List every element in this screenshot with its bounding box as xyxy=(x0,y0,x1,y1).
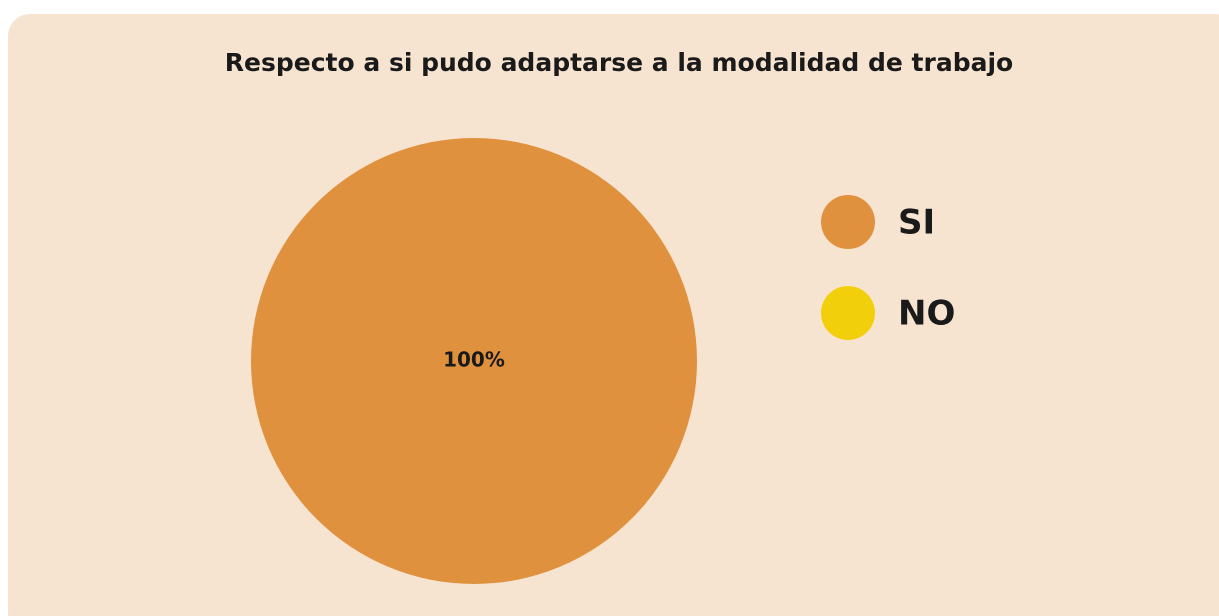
legend-swatch xyxy=(821,195,875,249)
chart-title: Respecto a si pudo adaptarse a la modali… xyxy=(225,48,1013,77)
data-label: 100% xyxy=(443,348,505,372)
pie-slice xyxy=(251,138,697,584)
legend-label: SI xyxy=(898,203,935,243)
legend-swatch xyxy=(821,286,875,340)
legend-label: NO xyxy=(898,294,955,334)
